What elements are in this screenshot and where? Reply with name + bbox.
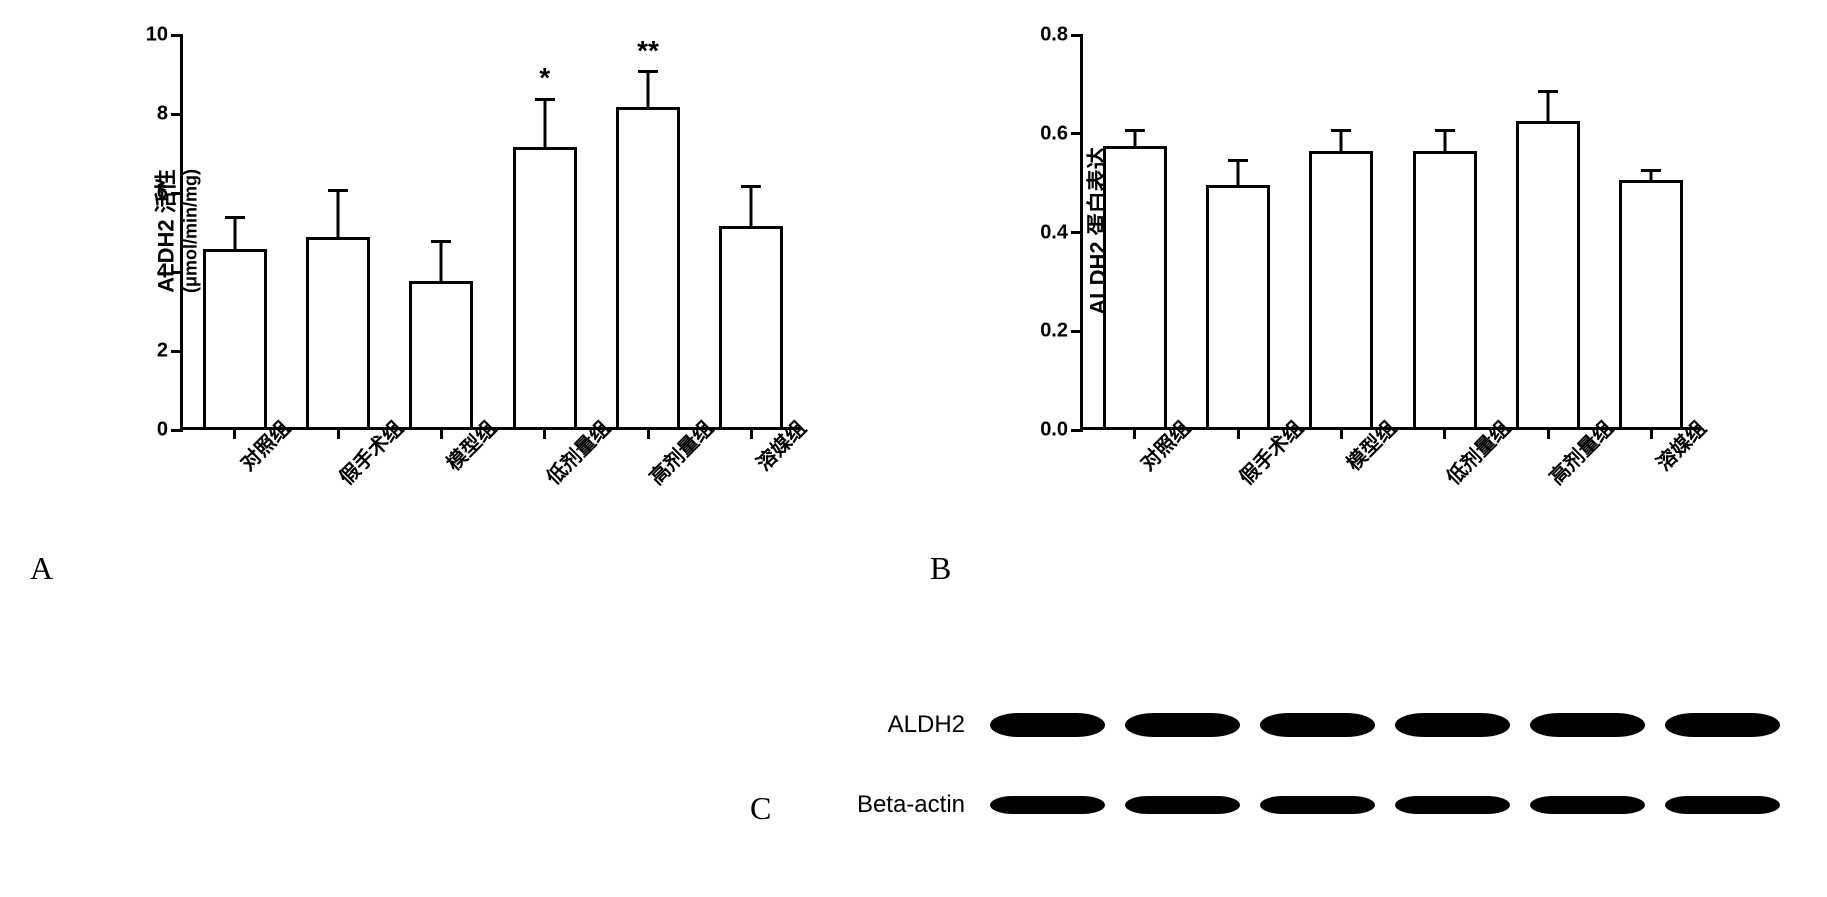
chart-a: ALDH2 活性 (μmol/min/mg) 0246810 *** 对照组假手…	[70, 15, 850, 565]
error-bar	[1133, 131, 1136, 146]
error-bar	[1340, 131, 1343, 151]
blot-label-aldh2: ALDH2	[830, 711, 990, 739]
bar	[1309, 151, 1373, 428]
x-tick	[1443, 427, 1446, 439]
y-tick	[171, 271, 183, 274]
bar	[306, 237, 370, 427]
chart-b-plot-area: ALDH2 蛋白表达 0.00.20.40.60.8 对照组假手术组模型组低剂量…	[1080, 35, 1700, 430]
y-tick-label: 0.2	[1033, 320, 1068, 343]
x-tick	[750, 427, 753, 439]
y-tick	[171, 113, 183, 116]
significance-marker: *	[539, 62, 550, 94]
y-tick-label: 10	[133, 24, 168, 47]
blot-band	[990, 796, 1105, 814]
y-tick-label: 0.6	[1033, 122, 1068, 145]
bar	[203, 249, 267, 427]
bar	[719, 226, 783, 427]
error-cap	[1228, 159, 1248, 162]
bar	[1413, 151, 1477, 428]
error-cap	[535, 98, 555, 101]
y-tick	[1071, 132, 1083, 135]
error-bar	[750, 186, 753, 226]
x-tick	[440, 427, 443, 439]
y-tick	[171, 429, 183, 432]
blot-band	[990, 713, 1105, 737]
error-cap	[1435, 129, 1455, 132]
error-cap	[1641, 169, 1661, 172]
error-bar	[1443, 131, 1446, 151]
error-bar	[1237, 160, 1240, 185]
significance-marker: **	[637, 35, 659, 67]
error-bar	[1547, 91, 1550, 121]
x-tick	[1650, 427, 1653, 439]
y-tick	[171, 192, 183, 195]
blot-label-actin: Beta-actin	[830, 791, 990, 819]
y-tick	[1071, 231, 1083, 234]
bar	[409, 281, 473, 427]
y-tick-label: 6	[133, 182, 168, 205]
y-tick-label: 0	[133, 419, 168, 442]
y-tick	[171, 34, 183, 37]
y-tick	[1071, 34, 1083, 37]
y-tick-label: 2	[133, 340, 168, 363]
panel-label-b: B	[930, 550, 951, 587]
error-bar	[543, 99, 546, 146]
y-tick-label: 0.0	[1033, 419, 1068, 442]
error-bar	[647, 72, 650, 108]
error-bar	[337, 190, 340, 237]
y-tick-label: 4	[133, 261, 168, 284]
chart-b: ALDH2 蛋白表达 0.00.20.40.60.8 对照组假手术组模型组低剂量…	[970, 15, 1750, 565]
y-tick	[171, 350, 183, 353]
error-cap	[1125, 129, 1145, 132]
bar	[1619, 180, 1683, 427]
bar	[513, 147, 577, 427]
y-tick-label: 8	[133, 103, 168, 126]
y-tick	[1071, 330, 1083, 333]
panel-label-c: C	[750, 790, 771, 827]
y-tick-label: 0.8	[1033, 24, 1068, 47]
chart-a-plot-area: ALDH2 活性 (μmol/min/mg) 0246810 *** 对照组假手…	[180, 35, 800, 430]
x-tick	[543, 427, 546, 439]
chart-a-ylabel-sub: (μmol/min/mg)	[181, 169, 202, 293]
x-tick	[233, 427, 236, 439]
y-tick-label: 0.4	[1033, 221, 1068, 244]
x-tick	[337, 427, 340, 439]
blot-band	[1125, 796, 1240, 814]
blot-bands-actin	[990, 796, 1780, 814]
bar	[616, 107, 680, 427]
error-cap	[328, 189, 348, 192]
blot-band	[1260, 796, 1375, 814]
blot-band	[1530, 796, 1645, 814]
blot-band	[1395, 796, 1510, 814]
error-cap	[431, 240, 451, 243]
panel-label-a: A	[30, 550, 53, 587]
x-tick	[647, 427, 650, 439]
bar	[1103, 146, 1167, 427]
error-cap	[1538, 90, 1558, 93]
x-tick	[1237, 427, 1240, 439]
error-cap	[638, 70, 658, 73]
error-bar	[440, 241, 443, 281]
blot-band	[1260, 713, 1375, 737]
error-cap	[741, 185, 761, 188]
blot-band	[1125, 713, 1240, 737]
error-bar	[233, 218, 236, 250]
blot-row-aldh2: ALDH2	[830, 700, 1780, 750]
error-cap	[225, 216, 245, 219]
blot-section: ALDH2 Beta-actin	[830, 700, 1780, 860]
blot-bands-aldh2	[990, 713, 1780, 737]
blot-band	[1665, 713, 1780, 737]
x-tick	[1547, 427, 1550, 439]
x-tick	[1133, 427, 1136, 439]
blot-band	[1395, 713, 1510, 737]
blot-band	[1530, 713, 1645, 737]
blot-band	[1665, 796, 1780, 814]
error-cap	[1331, 129, 1351, 132]
y-tick	[1071, 429, 1083, 432]
x-tick	[1340, 427, 1343, 439]
bar	[1206, 185, 1270, 427]
bar	[1516, 121, 1580, 427]
blot-row-actin: Beta-actin	[830, 780, 1780, 830]
